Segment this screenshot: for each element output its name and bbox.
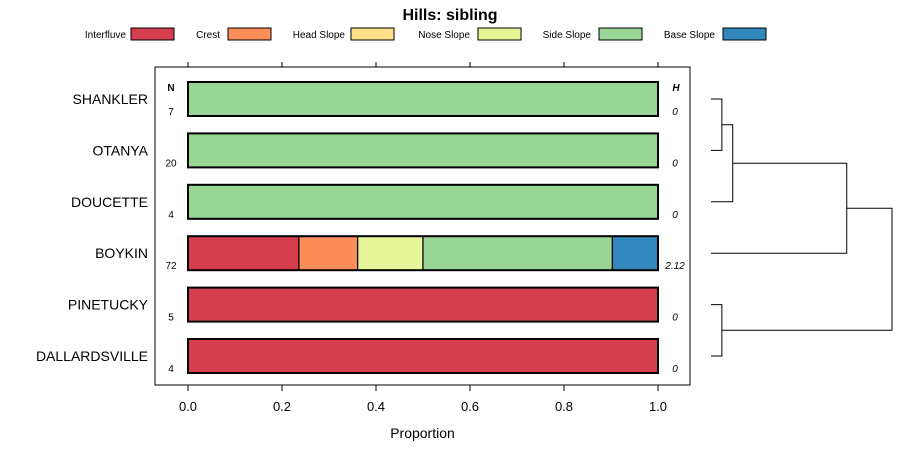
legend-label-side-slope: Side Slope bbox=[543, 30, 592, 41]
n-value: 4 bbox=[168, 364, 174, 375]
legend-label-crest: Crest bbox=[196, 30, 220, 41]
legend-swatch-crest bbox=[227, 27, 272, 41]
bar-outline-boykin bbox=[187, 235, 659, 272]
bar-segment-shankler-side-slope bbox=[187, 81, 659, 117]
row-label-dallardsville: DALLARDSVILLE bbox=[36, 348, 148, 364]
n-value: 20 bbox=[165, 158, 177, 169]
bar-outline-otanya bbox=[187, 132, 659, 169]
legend: Interfluve Crest Head Slope Nose Slope Side … bbox=[85, 27, 767, 41]
bar-segment-pinetucky-interfluve bbox=[187, 287, 659, 323]
bar-outline-shankler bbox=[187, 81, 659, 117]
bar-outline-doucette bbox=[187, 183, 659, 220]
legend-label-base-slope: Base Slope bbox=[664, 30, 716, 41]
n-header: N bbox=[167, 83, 174, 94]
h-value: 0 bbox=[672, 364, 678, 375]
h-value: 0 bbox=[672, 313, 678, 324]
h-value: 0 bbox=[672, 158, 678, 169]
h-value: 2.12 bbox=[664, 261, 685, 272]
dendrogram-branch bbox=[711, 304, 723, 357]
n-value: 4 bbox=[168, 210, 174, 221]
legend-swatch-nose-slope bbox=[477, 27, 522, 41]
bar-segment-boykin-interfluve bbox=[187, 235, 300, 271]
row-label-doucette: DOUCETTE bbox=[71, 194, 148, 210]
bar-segment-dallardsville-interfluve bbox=[187, 338, 659, 374]
bar-segment-boykin-crest bbox=[298, 235, 359, 271]
dendrogram-branch bbox=[721, 207, 893, 331]
legend-swatch-head-slope bbox=[350, 27, 395, 41]
x-axis-title: Proportion bbox=[390, 425, 455, 441]
n-value: 72 bbox=[165, 261, 177, 272]
row-label-pinetucky: PINETUCKY bbox=[68, 297, 149, 313]
row-annotations: SHANKLER 7 0 OTANYA 20 0 DOUCETTE 4 0 BOYKIN 72 2.1… bbox=[36, 91, 685, 375]
x-axis: 0.0 0.2 0.4 0.6 0.8 1.0 bbox=[179, 385, 667, 414]
h-value: 0 bbox=[672, 210, 678, 221]
h-value: 0 bbox=[672, 107, 678, 118]
bar-segment-boykin-side-slope bbox=[422, 235, 614, 271]
plot-frame bbox=[154, 66, 691, 386]
bars bbox=[187, 81, 659, 374]
legend-label-nose-slope: Nose Slope bbox=[418, 30, 470, 41]
x-tick-label: 0.0 bbox=[179, 399, 197, 414]
h-header: H bbox=[672, 83, 680, 94]
x-tick-label: 0.4 bbox=[367, 399, 385, 414]
legend-label-head-slope: Head Slope bbox=[293, 30, 346, 41]
legend-swatch-base-slope bbox=[722, 27, 767, 41]
legend-label-interfluve: Interfluve bbox=[85, 30, 127, 41]
x-tick-label: 0.8 bbox=[555, 399, 573, 414]
bar-outline-pinetucky bbox=[187, 286, 659, 323]
row-label-shankler: SHANKLER bbox=[73, 91, 148, 107]
dendrogram bbox=[711, 98, 893, 357]
x-tick-label: 1.0 bbox=[649, 399, 667, 414]
dendrogram-branch bbox=[711, 98, 723, 151]
legend-swatch-side-slope bbox=[598, 27, 643, 41]
dendrogram-branch bbox=[711, 162, 848, 254]
bar-segment-otanya-side-slope bbox=[187, 132, 659, 168]
bar-segment-boykin-nose-slope bbox=[357, 235, 424, 271]
bar-segment-boykin-base-slope bbox=[611, 235, 659, 271]
n-value: 5 bbox=[168, 313, 174, 324]
row-label-otanya: OTANYA bbox=[93, 142, 149, 158]
top-axis-ticks bbox=[187, 62, 659, 67]
x-tick-label: 0.6 bbox=[461, 399, 479, 414]
row-label-boykin: BOYKIN bbox=[95, 245, 148, 261]
x-tick-label: 0.2 bbox=[273, 399, 291, 414]
bar-outline-dallardsville bbox=[187, 338, 659, 374]
legend-swatch-interfluve bbox=[130, 27, 175, 41]
bar-segment-doucette-side-slope bbox=[187, 184, 659, 220]
chart-title: Hills: sibling bbox=[402, 7, 497, 24]
n-value: 7 bbox=[168, 107, 174, 118]
